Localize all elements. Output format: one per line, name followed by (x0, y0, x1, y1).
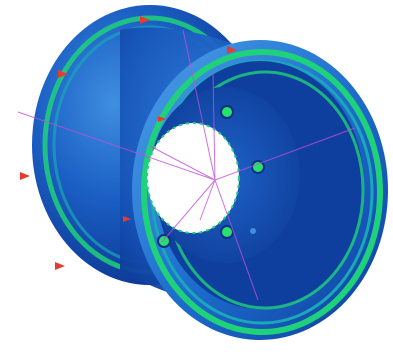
load-arrow (123, 216, 131, 222)
lug-hole (220, 225, 234, 239)
load-arrow (55, 262, 65, 270)
front-flange-green-band (141, 49, 383, 335)
center-bore-rim (146, 122, 240, 234)
load-arrow (20, 172, 30, 180)
lug-hole (250, 228, 256, 234)
lug-holes (157, 105, 265, 248)
load-arrow (227, 46, 237, 54)
construction-lines (17, 29, 356, 301)
load-arrow (140, 16, 150, 24)
lug-hole (251, 160, 265, 174)
lug-hole (157, 234, 171, 248)
load-arrow (58, 70, 68, 78)
load-arrow (158, 116, 166, 122)
lug-hole (220, 105, 234, 119)
center-bore (147, 123, 239, 233)
load-arrows (20, 16, 237, 270)
